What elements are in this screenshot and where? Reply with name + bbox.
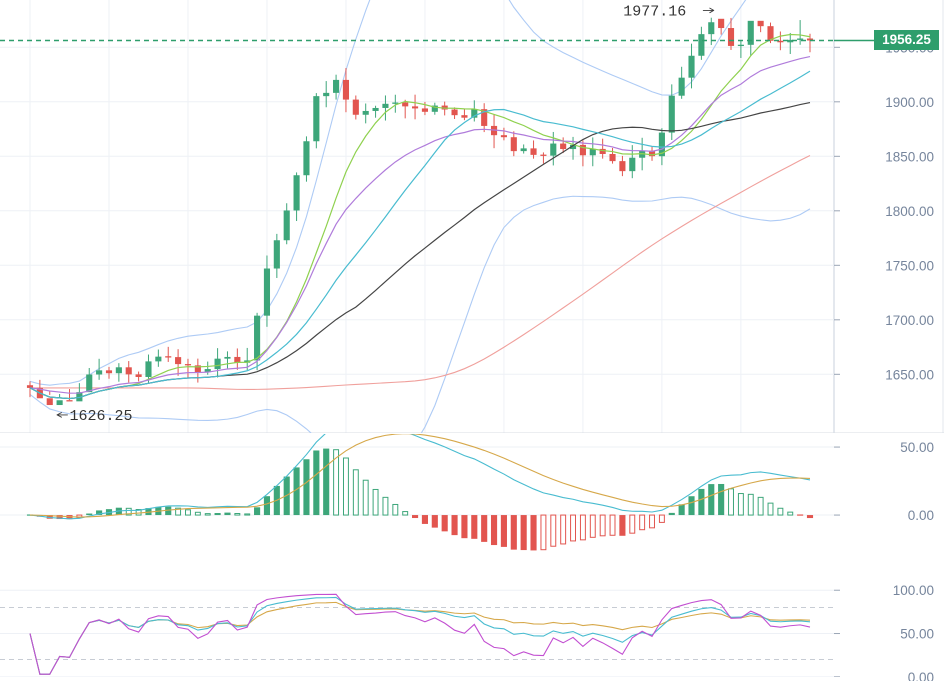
svg-text:1850.00: 1850.00 — [885, 149, 934, 164]
svg-text:1650.00: 1650.00 — [885, 367, 934, 382]
svg-text:50.00: 50.00 — [900, 627, 934, 642]
svg-text:50.00: 50.00 — [900, 440, 934, 455]
svg-text:0.00: 0.00 — [908, 670, 934, 681]
svg-text:100.00: 100.00 — [893, 583, 934, 598]
svg-text:1900.00: 1900.00 — [885, 95, 934, 110]
svg-text:0.00: 0.00 — [908, 508, 934, 523]
svg-text:1626.25: 1626.25 — [69, 408, 132, 425]
svg-text:1977.16: 1977.16 — [623, 4, 686, 21]
svg-text:1800.00: 1800.00 — [885, 204, 934, 219]
svg-text:1700.00: 1700.00 — [885, 313, 934, 328]
svg-text:1750.00: 1750.00 — [885, 258, 934, 273]
